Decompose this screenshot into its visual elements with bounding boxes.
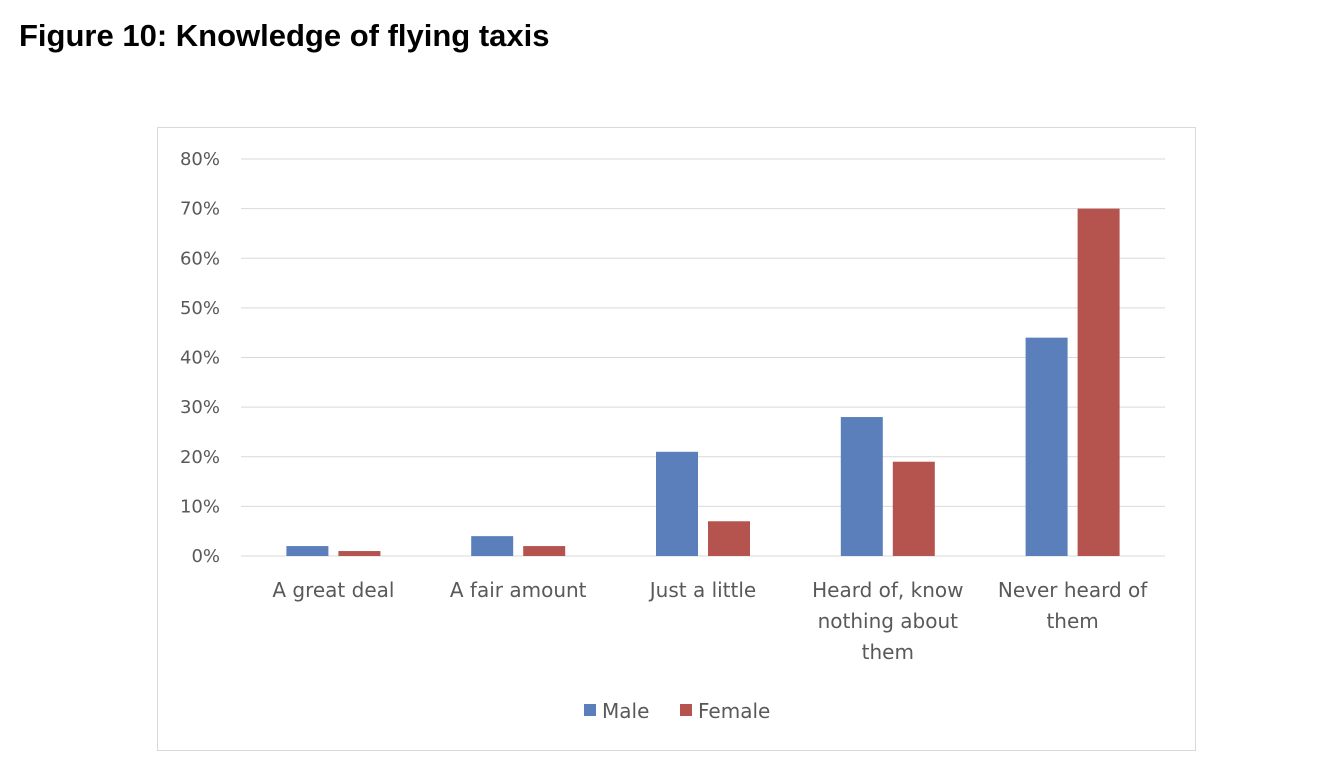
y-tick-label: 60% bbox=[180, 248, 220, 269]
x-tick-label: Heard of, know nothing about them bbox=[812, 578, 963, 664]
bar-male bbox=[840, 417, 883, 556]
y-tick-label: 20% bbox=[180, 447, 220, 468]
bar-male bbox=[286, 546, 329, 556]
bar-female bbox=[523, 546, 566, 556]
y-tick-label: 50% bbox=[180, 298, 220, 319]
bar-male bbox=[656, 451, 698, 556]
x-axis-labels: A great deal A fair amount Just a little He… bbox=[272, 578, 1148, 664]
x-tick-label: A great deal bbox=[272, 578, 394, 602]
bar-male bbox=[471, 536, 514, 556]
legend-label-female: Female bbox=[698, 699, 770, 723]
bar-female bbox=[708, 521, 750, 556]
y-tick-label: 80% bbox=[180, 149, 220, 170]
figure-title: Figure 10: Knowledge of flying taxis bbox=[19, 18, 550, 53]
legend: Male Female bbox=[584, 699, 770, 723]
bar-male bbox=[1025, 337, 1068, 556]
y-tick-label: 10% bbox=[180, 496, 220, 517]
legend-label-male: Male bbox=[602, 699, 649, 723]
legend-swatch-male bbox=[584, 704, 596, 716]
x-tick-label: Just a little bbox=[648, 578, 756, 602]
bar-female bbox=[338, 551, 381, 556]
x-tick-label: Never heard of them bbox=[998, 578, 1148, 633]
bar-female bbox=[892, 461, 935, 556]
y-tick-label: 30% bbox=[180, 397, 220, 418]
y-tick-label: 70% bbox=[180, 199, 220, 220]
gridlines bbox=[241, 158, 1165, 557]
y-axis-ticks: 0% 10% 20% 30% 40% 50% 60% 70% 80% bbox=[180, 149, 220, 567]
y-tick-label: 0% bbox=[191, 546, 220, 567]
bar-female bbox=[1077, 208, 1120, 556]
chart-area bbox=[157, 127, 1196, 751]
bars bbox=[286, 208, 1120, 556]
y-tick-label: 40% bbox=[180, 348, 220, 369]
legend-swatch-female bbox=[680, 704, 692, 716]
x-tick-label: A fair amount bbox=[450, 578, 587, 602]
